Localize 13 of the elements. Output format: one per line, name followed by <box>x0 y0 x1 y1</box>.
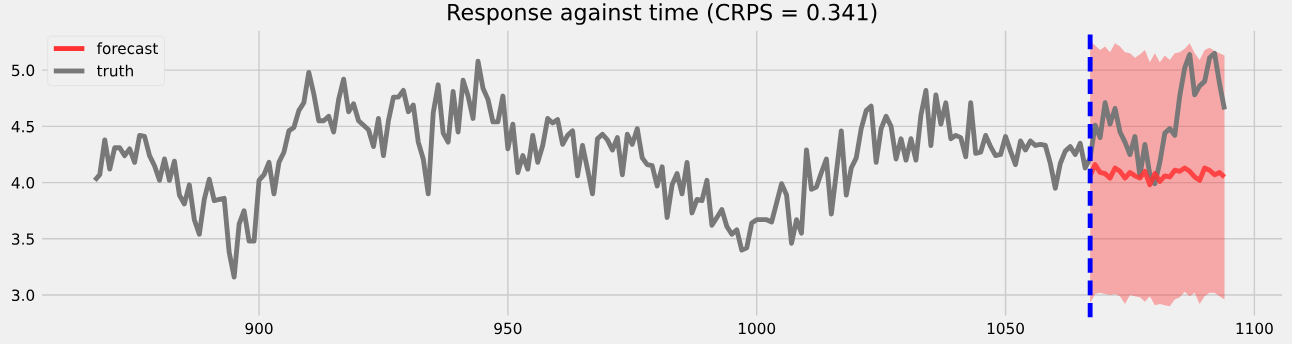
y-tick-label: 3.0 <box>12 289 35 302</box>
x-tick-label: 950 <box>494 322 522 335</box>
y-tick-label: 5.0 <box>12 64 35 77</box>
x-tick-label: 900 <box>245 322 273 335</box>
x-tick-label: 1100 <box>1236 322 1273 335</box>
y-tick-label: 4.0 <box>11 177 35 189</box>
chart-title: Response against time (CRPS = 0.341) <box>448 3 877 25</box>
x-tick-label: 1050 <box>987 322 1024 335</box>
legend-label: truth <box>96 64 133 77</box>
y-tick-label: 3.5 <box>12 233 34 245</box>
legend-label: forecast <box>96 42 158 55</box>
x-tick-label: 1000 <box>738 322 776 335</box>
y-tick-label: 4.5 <box>11 121 34 133</box>
